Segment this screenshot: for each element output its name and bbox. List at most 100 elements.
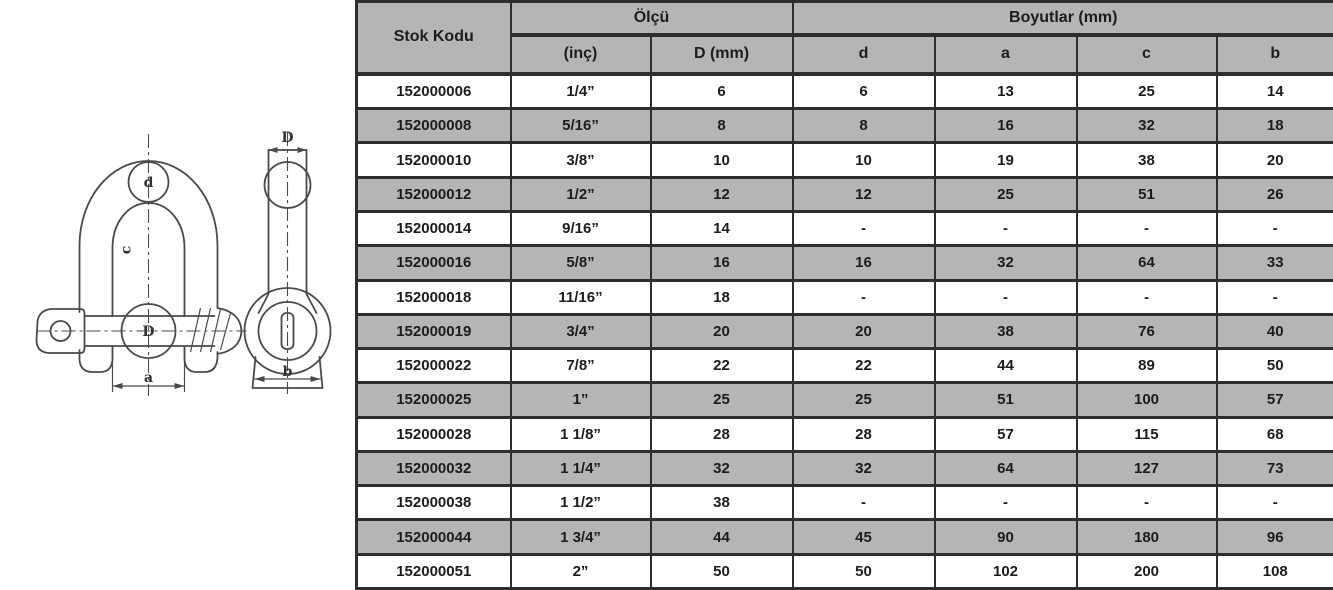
shackle-right-foot: [183, 345, 219, 373]
b-cell: -: [1215, 484, 1333, 522]
b-cell: 108: [1215, 552, 1333, 590]
inch-cell: 1 1/4”: [509, 449, 652, 488]
dim-b-arrow-left: [254, 376, 265, 382]
a-cell: 64: [933, 449, 1078, 488]
col-group-boyutlar: Boyutlar (mm): [791, 0, 1333, 37]
c-cell: 51: [1075, 175, 1218, 214]
c-cell: 127: [1075, 449, 1218, 488]
side-eye-inner-circle: [257, 301, 318, 361]
d-cell: 12: [791, 175, 936, 214]
shackle-side-view: D b: [243, 130, 332, 394]
inch-cell: 1 1/8”: [509, 415, 652, 453]
c-cell: 180: [1075, 518, 1218, 556]
bow-section-circle: [127, 161, 170, 203]
stok-kodu-cell: 152000008: [355, 107, 512, 145]
table-row: 152000032 1 1/4” 32 32 64 127 73: [355, 449, 1333, 488]
shackle-left-foot: [78, 345, 114, 373]
table-row: 152000025 1” 25 25 51 100 57: [355, 381, 1333, 419]
d-cell: 22: [791, 347, 936, 385]
a-cell: 13: [933, 71, 1078, 111]
side-foot: [251, 356, 324, 389]
inch-cell: 3/8”: [509, 141, 652, 179]
thread-hatch-1: [189, 307, 202, 353]
d-mm-cell: 44: [649, 518, 794, 556]
b-cell: 50: [1215, 347, 1333, 385]
shackle-bow-outline: [78, 160, 219, 313]
dim-label-D-side: D: [281, 130, 293, 146]
inch-cell: 9/16”: [509, 210, 652, 248]
table-body: 152000006 1/4” 6 6 13 25 14 152000008 5/16” 8 8 16 3…: [355, 71, 1333, 590]
dim-label-a: a: [144, 370, 153, 386]
dim-a-arrow-right: [174, 383, 185, 389]
stok-kodu-cell: 152000018: [355, 278, 512, 316]
a-cell: 16: [933, 107, 1078, 145]
inch-cell: 5/16”: [509, 107, 652, 145]
col-header-stok-kodu: Stok Kodu: [355, 0, 512, 76]
a-cell: 44: [933, 347, 1078, 385]
stok-kodu-cell: 152000044: [355, 518, 512, 556]
stok-kodu-cell: 152000038: [355, 484, 512, 522]
d-cell: 20: [791, 312, 936, 351]
d-mm-cell: 16: [649, 244, 794, 282]
a-cell: -: [933, 278, 1078, 316]
shackle-spec-table: Stok Kodu Ölçü Boyutlar (mm) (inç) D (mm…: [355, 0, 1333, 590]
a-cell: 25: [933, 175, 1078, 214]
shackle-technical-drawing: d c D: [0, 0, 356, 590]
b-cell: 68: [1215, 415, 1333, 453]
c-cell: 100: [1075, 381, 1218, 419]
table-row: 152000044 1 3/4” 44 45 90 180 96: [355, 518, 1333, 556]
col-header-inch: (inç): [509, 33, 652, 76]
d-cell: -: [791, 210, 936, 248]
dim-label-b: b: [283, 364, 293, 380]
pin-thread-bulge: [216, 307, 243, 355]
stok-kodu-cell: 152000014: [355, 210, 512, 248]
a-cell: 51: [933, 381, 1078, 419]
d-mm-cell: 14: [649, 210, 794, 248]
c-cell: 76: [1075, 312, 1218, 351]
table-row: 152000051 2” 50 50 102 200 108: [355, 552, 1333, 590]
col-header-d-mm: D (mm): [649, 33, 794, 76]
stok-kodu-cell: 152000022: [355, 347, 512, 385]
c-cell: 25: [1075, 71, 1218, 111]
side-bow-circle: [263, 161, 312, 209]
inch-cell: 1/2”: [509, 175, 652, 214]
c-cell: -: [1075, 210, 1218, 248]
dim-b-arrow-right: [310, 376, 321, 382]
table-row: 152000012 1/2” 12 12 25 51 26: [355, 175, 1333, 214]
inch-cell: 1/4”: [509, 71, 652, 111]
d-mm-cell: 25: [649, 381, 794, 419]
b-cell: -: [1215, 210, 1333, 248]
d-cell: 28: [791, 415, 936, 453]
c-cell: 64: [1075, 244, 1218, 282]
a-cell: -: [933, 210, 1078, 248]
stok-kodu-cell: 152000010: [355, 141, 512, 179]
shackle-inner-opening: [111, 202, 186, 317]
col-header-b: b: [1215, 33, 1333, 76]
inch-cell: 7/8”: [509, 347, 652, 385]
shackle-drawing-svg: d c D: [35, 130, 332, 396]
stok-kodu-cell: 152000028: [355, 415, 512, 453]
d-cell: 8: [791, 107, 936, 145]
c-cell: -: [1075, 278, 1218, 316]
stok-kodu-cell: 152000016: [355, 244, 512, 282]
c-cell: 115: [1075, 415, 1218, 453]
d-cell: 45: [791, 518, 936, 556]
d-cell: 16: [791, 244, 936, 282]
b-cell: 26: [1215, 175, 1333, 214]
d-mm-cell: 50: [649, 552, 794, 590]
a-cell: 102: [933, 552, 1078, 590]
d-cell: -: [791, 278, 936, 316]
a-cell: 57: [933, 415, 1078, 453]
table-row: 152000006 1/4” 6 6 13 25 14: [355, 71, 1333, 111]
table-row: 152000038 1 1/2” 38- - - -: [355, 484, 1333, 522]
a-cell: 90: [933, 518, 1078, 556]
b-cell: 73: [1215, 449, 1333, 488]
table-row: 152000014 9/16” 14- - - -: [355, 210, 1333, 248]
stok-kodu-cell: 152000032: [355, 449, 512, 488]
d-mm-cell: 28: [649, 415, 794, 453]
inch-cell: 1 3/4”: [509, 518, 652, 556]
a-cell: 32: [933, 244, 1078, 282]
dim-label-d: d: [144, 175, 154, 191]
table-row: 152000018 11/16” 18- - - -: [355, 278, 1333, 316]
